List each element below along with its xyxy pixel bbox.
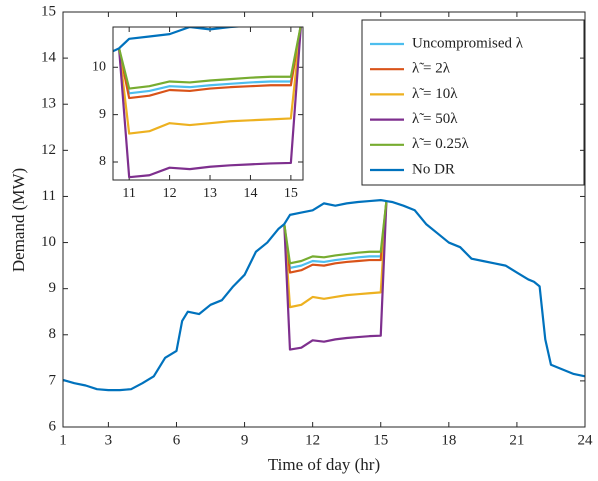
series-line [283,200,388,309]
main-x-tick-label: 12 [305,432,320,448]
legend-label: λ̃ = 50λ [412,111,458,127]
inset-line [117,27,302,100]
y-axis-label: Demand (MW) [9,168,28,272]
inset-y-tick-label: 10 [92,59,106,74]
main-y-tick-label: 8 [49,326,57,342]
main-y-tick-label: 6 [49,418,57,434]
series-line [283,200,388,265]
main-y-tick-label: 9 [49,280,57,296]
main-y-tick-label: 11 [42,188,56,204]
inset-background [113,27,303,180]
series-line [283,200,388,274]
inset-line [117,27,302,135]
legend-label: λ̃ = 10λ [412,86,458,102]
main-y-tick-label: 12 [41,142,56,158]
plot-frame [62,11,586,428]
inset-line [117,27,302,179]
legend-label: λ̃ = 0.25λ [412,136,469,152]
inset-y-tick-label: 9 [99,107,106,122]
legend-label: λ̃ = 2λ [412,61,451,77]
series-line [283,200,388,270]
inset-x-tick-label: 12 [163,186,177,201]
main-x-tick-label: 24 [578,432,594,448]
inset-frame [112,26,304,181]
inset-line [113,27,246,53]
x-axis-label: Time of day (hr) [268,455,380,474]
legend-label: Uncompromised λ [412,35,524,51]
main-y-tick-label: 10 [41,234,56,250]
series-line [283,201,388,351]
main-x-tick-label: 1 [59,432,67,448]
main-x-tick-label: 9 [241,432,249,448]
main-x-tick-label: 6 [173,432,181,448]
main-y-tick-label: 13 [41,96,56,112]
inset-y-tick-label: 8 [99,154,106,169]
inset-x-tick-label: 14 [243,186,257,201]
inset-line [117,27,302,90]
inset-x-tick-label: 15 [284,186,298,201]
main-x-tick-label: 21 [509,432,524,448]
inset-x-tick-label: 13 [203,186,217,201]
inset-line [117,27,302,95]
inset-x-tick-label: 11 [122,186,135,201]
main-y-tick-label: 15 [41,3,56,19]
main-y-tick-label: 14 [41,50,57,66]
series-line [62,199,586,392]
main-x-tick-label: 18 [441,432,456,448]
legend-box [361,19,585,186]
main-x-tick-label: 15 [373,432,388,448]
main-y-tick-label: 7 [49,372,57,388]
legend-label: No DR [412,161,455,177]
main-x-tick-label: 3 [105,432,113,448]
